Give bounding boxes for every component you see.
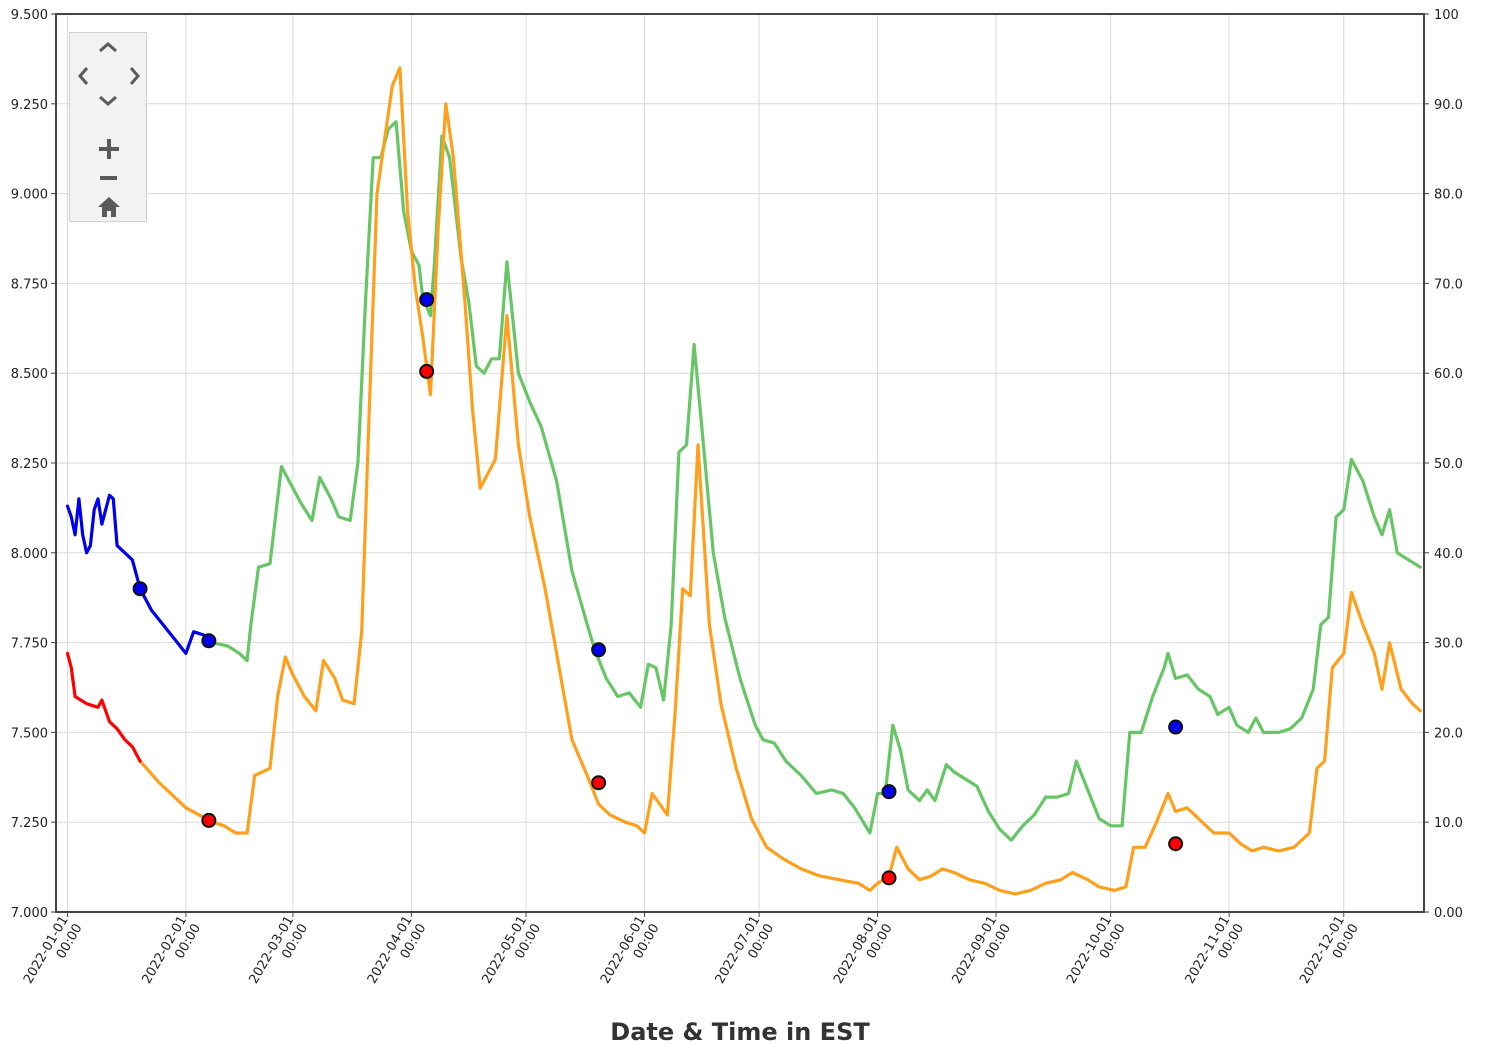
- series-line-1: [211, 120, 1422, 842]
- y-right-tick-label: 50.0: [1434, 457, 1463, 472]
- y-right-tick-label: 70.0: [1434, 277, 1463, 292]
- data-point-marker[interactable]: [419, 363, 435, 379]
- series-line-2: [138, 66, 1422, 896]
- chevron-left-icon: [78, 67, 89, 85]
- pan-up-button[interactable]: [97, 39, 119, 55]
- y-right-tick-label: 100: [1434, 8, 1459, 23]
- data-point-marker[interactable]: [591, 642, 607, 658]
- y-left-tick-label: 9.000: [11, 188, 48, 203]
- data-point-marker[interactable]: [132, 581, 148, 597]
- markers-layer: [132, 292, 1184, 886]
- y-left-tick-label: 9.500: [11, 8, 48, 23]
- pan-right-button[interactable]: [127, 65, 143, 87]
- data-point-marker[interactable]: [201, 633, 217, 649]
- data-point-marker[interactable]: [419, 292, 435, 308]
- y-left-tick-label: 7.250: [11, 816, 48, 831]
- y-right-tick-label: 40.0: [1434, 547, 1463, 562]
- data-point-marker[interactable]: [1168, 719, 1184, 735]
- reset-home-button[interactable]: [97, 196, 121, 218]
- x-axis-title: Date & Time in EST: [610, 1018, 870, 1045]
- y-axis-left: 7.000 7.250 7.500 7.750 8.000 8.250 8.500 8.750…: [11, 8, 56, 921]
- y-right-tick-label: 0.00: [1434, 906, 1463, 921]
- y-left-tick-label: 9.250: [11, 98, 48, 113]
- chevron-right-icon: [129, 67, 140, 85]
- series-line-4: [65, 651, 142, 763]
- y-right-tick-label: 30.0: [1434, 637, 1463, 652]
- series-layer: [65, 66, 1422, 896]
- home-icon: [98, 197, 120, 217]
- y-right-tick-label: 60.0: [1434, 367, 1463, 382]
- y-left-tick-label: 8.250: [11, 457, 48, 472]
- chevron-down-icon: [99, 95, 117, 106]
- data-point-marker[interactable]: [201, 812, 217, 828]
- zoom-in-button[interactable]: [98, 138, 120, 160]
- zoom-out-icon: [100, 176, 117, 180]
- y-left-tick-label: 7.500: [11, 726, 48, 741]
- zoom-in-icon: [99, 139, 119, 159]
- y-left-tick-label: 7.000: [11, 906, 48, 921]
- chevron-up-icon: [99, 42, 117, 53]
- y-right-tick-label: 20.0: [1434, 726, 1463, 741]
- y-left-tick-label: 8.500: [11, 367, 48, 382]
- y-right-tick-label: 90.0: [1434, 98, 1463, 113]
- navigation-panel: [69, 32, 147, 222]
- y-left-tick-label: 7.750: [11, 637, 48, 652]
- pan-down-button[interactable]: [97, 93, 119, 109]
- data-point-marker[interactable]: [591, 775, 607, 791]
- data-point-marker[interactable]: [881, 870, 897, 886]
- zoom-out-button[interactable]: [98, 173, 120, 183]
- y-left-tick-label: 8.000: [11, 547, 48, 562]
- y-right-tick-label: 10.0: [1434, 816, 1463, 831]
- y-left-tick-label: 8.750: [11, 277, 48, 292]
- data-point-marker[interactable]: [1168, 836, 1184, 852]
- data-point-marker[interactable]: [881, 784, 897, 800]
- pan-left-button[interactable]: [75, 65, 91, 87]
- y-right-tick-label: 80.0: [1434, 188, 1463, 203]
- y-axis-right: 0.00 10.0 20.0 30.0 40.0 50.0 60.0 70.0 80.0 90.0…: [1424, 8, 1463, 921]
- series-line-3: [65, 493, 207, 655]
